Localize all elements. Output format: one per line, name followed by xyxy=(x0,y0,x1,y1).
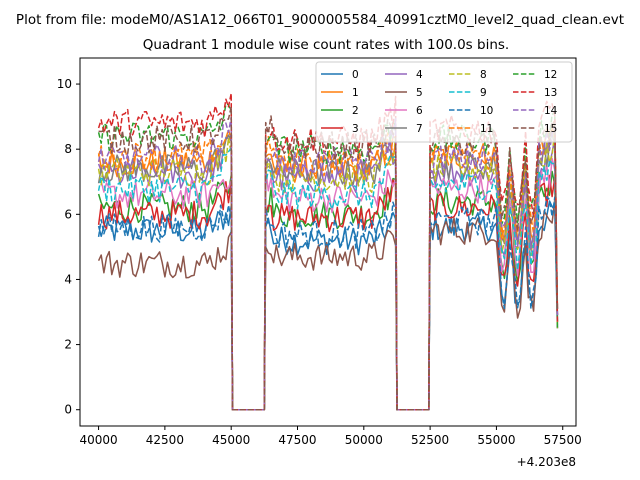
legend-label: 6 xyxy=(416,105,423,117)
y-tick-label: 10 xyxy=(57,77,72,91)
legend-label: 11 xyxy=(480,123,493,135)
legend-box xyxy=(315,61,573,143)
series-line-15 xyxy=(98,106,559,411)
legend-label: 2 xyxy=(352,105,359,117)
series-line-9 xyxy=(97,147,559,411)
series-line-10 xyxy=(97,196,559,411)
series-line-11 xyxy=(97,117,559,411)
legend-label: 13 xyxy=(544,87,557,99)
series-line-0 xyxy=(97,200,559,411)
legend-label: 15 xyxy=(544,123,557,135)
y-tick-label: 0 xyxy=(64,403,72,417)
legend-label: 1 xyxy=(352,87,359,99)
x-tick-label: 42500 xyxy=(146,433,184,447)
y-tick-label: 2 xyxy=(64,338,72,352)
x-tick-label: 47500 xyxy=(278,433,316,447)
y-tick-label: 6 xyxy=(64,207,72,221)
chart-title: Quadrant 1 module wise count rates with … xyxy=(143,37,509,53)
x-tick-label: 50000 xyxy=(345,433,383,447)
plot-frame xyxy=(79,57,577,427)
x-tick-label: 40000 xyxy=(79,433,117,447)
legend-label: 5 xyxy=(416,87,423,99)
legend-label: 3 xyxy=(352,123,359,135)
x-tick-label: 57500 xyxy=(544,433,582,447)
legend-label: 14 xyxy=(544,105,558,117)
legend-label: 8 xyxy=(480,69,487,81)
series-line-14 xyxy=(97,116,559,411)
legend-label: 9 xyxy=(480,87,487,99)
y-tick-label: 8 xyxy=(64,142,72,156)
x-offset-label: +4.203e8 xyxy=(517,455,576,469)
x-axis: 40000 42500 45000 47500 50000 52500 55000 57500 xyxy=(79,426,582,447)
legend-label: 4 xyxy=(416,69,423,81)
figure-suptitle: Plot from file: modeM0/AS1A12_066T01_900… xyxy=(16,12,624,28)
legend-label: 12 xyxy=(544,69,557,81)
y-axis: 0 2 4 6 8 10 xyxy=(57,77,80,417)
legend-label: 10 xyxy=(480,105,493,117)
x-tick-label: 45000 xyxy=(212,433,250,447)
series-line-5 xyxy=(97,198,559,411)
legend-label: 7 xyxy=(416,123,423,135)
series-line-7 xyxy=(97,131,559,411)
x-tick-label: 55000 xyxy=(477,433,515,447)
series-line-12 xyxy=(97,103,559,411)
series-line-6 xyxy=(98,157,559,411)
y-tick-label: 4 xyxy=(64,272,72,286)
x-tick-label: 52500 xyxy=(411,433,449,447)
series-line-3 xyxy=(97,174,559,411)
legend-label: 0 xyxy=(352,69,359,81)
